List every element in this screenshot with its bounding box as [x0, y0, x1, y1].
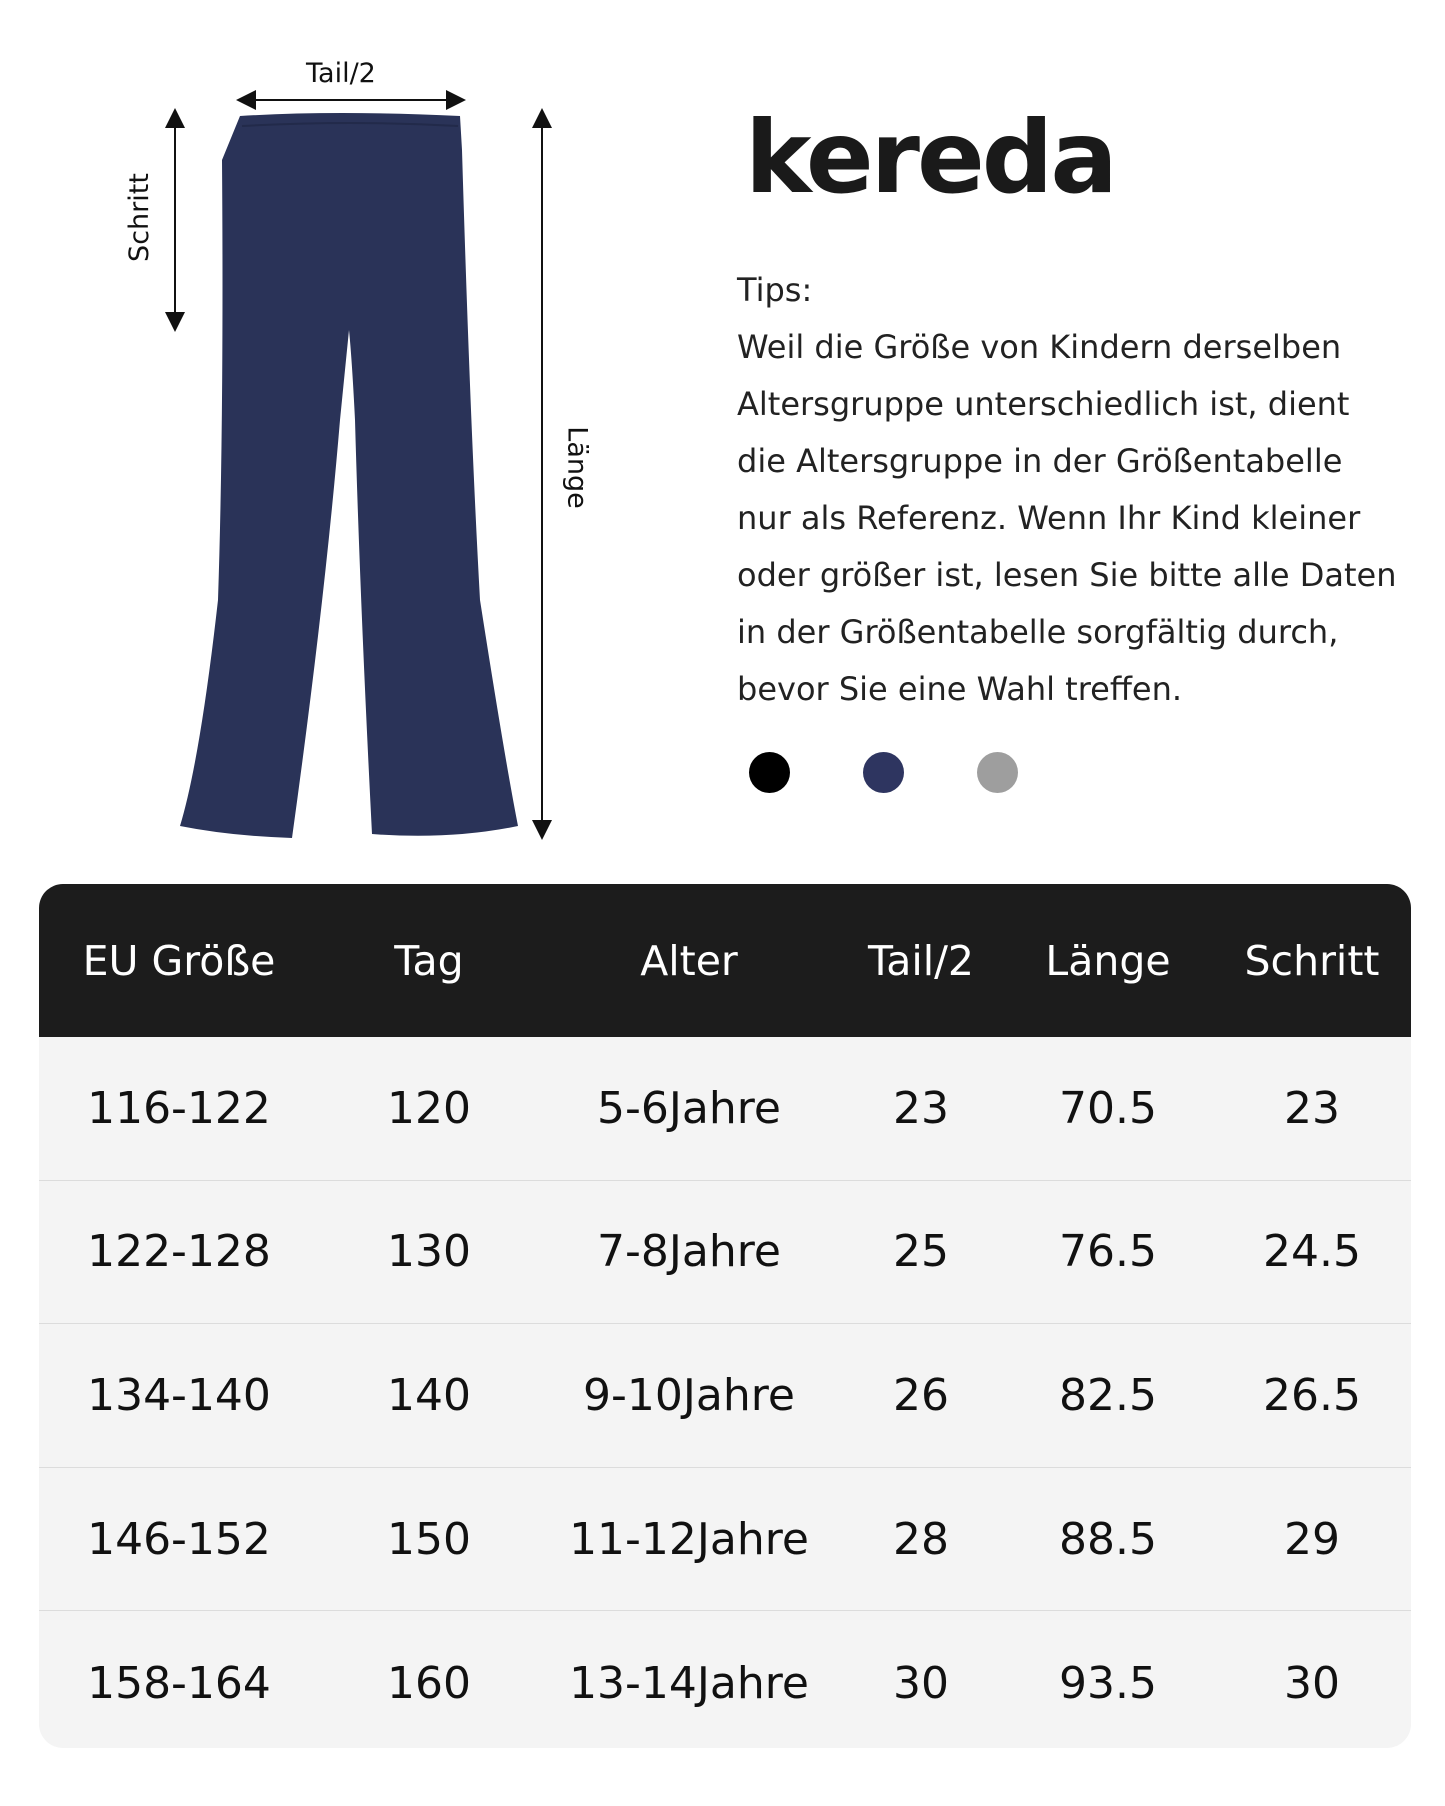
header-waist: Tail/2: [867, 936, 975, 985]
tips-line: die Altersgruppe in der Größentabelle: [737, 442, 1343, 480]
table-cell: 130: [387, 1226, 471, 1278]
color-swatch-navy: [863, 752, 904, 793]
tips-line: oder größer ist, lesen Sie bitte alle Da…: [737, 556, 1397, 594]
table-cell: 30: [1284, 1657, 1340, 1709]
table-cell: 122-128: [87, 1226, 271, 1278]
table-cell: 30: [893, 1657, 949, 1709]
pants-image: [180, 113, 518, 838]
table-cell: 88.5: [1059, 1513, 1157, 1565]
table-cell: 146-152: [87, 1513, 271, 1565]
table-cell: 29: [1284, 1513, 1340, 1565]
waist-label: Tail/2: [306, 58, 376, 89]
tips-line: in der Größentabelle sorgfältig durch,: [737, 613, 1339, 651]
table-cell: 160: [387, 1657, 471, 1709]
tips-title: Tips:: [737, 271, 813, 309]
brand-logo: kereda: [745, 99, 1118, 216]
table-cell: 150: [387, 1513, 471, 1565]
tips-text: Tips: Weil die Größe von Kindern derselb…: [737, 262, 1417, 718]
table-row: 146-152 150 11-12Jahre 28 88.5 29: [39, 1468, 1411, 1612]
table-cell: 28: [893, 1513, 949, 1565]
table-cell: 13-14Jahre: [569, 1657, 809, 1709]
table-cell: 26.5: [1263, 1369, 1361, 1421]
color-swatch-black: [749, 752, 790, 793]
length-label: Länge: [561, 426, 593, 509]
header-tag: Tag: [394, 936, 464, 985]
table-header: EU Größe Tag Alter Tail/2 Länge Schritt: [39, 884, 1411, 1037]
header-eu-size: EU Größe: [82, 936, 276, 985]
table-cell: 93.5: [1059, 1657, 1157, 1709]
table-cell: 134-140: [87, 1369, 271, 1421]
table-cell: 82.5: [1059, 1369, 1157, 1421]
table-cell: 158-164: [87, 1657, 271, 1709]
table-cell: 76.5: [1059, 1226, 1157, 1278]
tips-line: bevor Sie eine Wahl treffen.: [737, 670, 1183, 708]
table-cell: 23: [1284, 1082, 1340, 1134]
color-swatch-grey: [977, 752, 1018, 793]
header-length: Länge: [1045, 936, 1171, 985]
table-cell: 120: [387, 1082, 471, 1134]
table-cell: 7-8Jahre: [597, 1226, 781, 1278]
table-cell: 24.5: [1263, 1226, 1361, 1278]
tips-line: Weil die Größe von Kindern derselben: [737, 328, 1342, 366]
table-row: 158-164 160 13-14Jahre 30 93.5 30: [39, 1611, 1411, 1748]
table-cell: 5-6Jahre: [597, 1082, 781, 1134]
table-cell: 9-10Jahre: [583, 1369, 795, 1421]
table-row: 116-122 120 5-6Jahre 23 70.5 23: [39, 1037, 1411, 1181]
inseam-label: Schritt: [123, 173, 155, 262]
table-cell: 70.5: [1059, 1082, 1157, 1134]
table-cell: 116-122: [87, 1082, 271, 1134]
table-row: 134-140 140 9-10Jahre 26 82.5 26.5: [39, 1324, 1411, 1468]
header-inseam: Schritt: [1244, 936, 1380, 985]
table-row: 122-128 130 7-8Jahre 25 76.5 24.5: [39, 1181, 1411, 1325]
tips-line: nur als Referenz. Wenn Ihr Kind kleiner: [737, 499, 1361, 537]
table-cell: 23: [893, 1082, 949, 1134]
size-diagram: Tail/2 Schritt Länge: [0, 0, 700, 860]
header-age: Alter: [640, 936, 738, 985]
table-cell: 140: [387, 1369, 471, 1421]
table-cell: 25: [893, 1226, 949, 1278]
size-table: EU Größe Tag Alter Tail/2 Länge Schritt …: [39, 884, 1411, 1748]
table-cell: 11-12Jahre: [569, 1513, 809, 1565]
tips-line: Altersgruppe unterschiedlich ist, dient: [737, 385, 1350, 423]
table-cell: 26: [893, 1369, 949, 1421]
